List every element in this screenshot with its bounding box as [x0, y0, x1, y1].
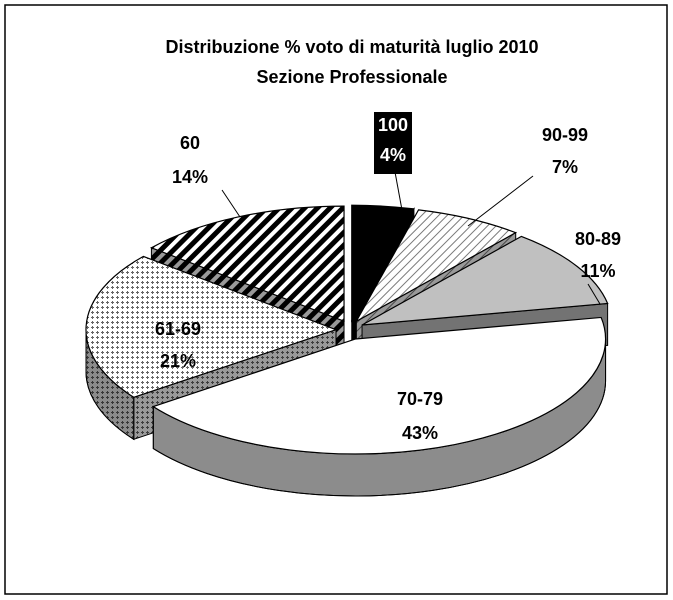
- chart-title: Distribuzione % voto di maturità luglio …: [165, 37, 538, 57]
- slice-top: [351, 204, 415, 323]
- data-label-value: 43%: [402, 423, 438, 443]
- leader-line: [467, 175, 534, 227]
- data-label-category: 100: [378, 115, 408, 135]
- leader-line: [394, 171, 403, 211]
- chart-subtitle: Sezione Professionale: [256, 67, 447, 87]
- leader-line: [221, 189, 241, 218]
- data-label-value: 14%: [172, 167, 208, 187]
- data-label-value: 21%: [160, 351, 196, 371]
- slice-top: [354, 209, 518, 323]
- data-label-value: 11%: [580, 261, 615, 281]
- slice-top: [361, 235, 609, 326]
- data-label-category: 70-79: [397, 389, 443, 409]
- slice-top: [151, 316, 607, 455]
- data-label-category: 60: [180, 133, 200, 153]
- data-label-value: 4%: [380, 145, 406, 165]
- label-box: [374, 112, 412, 174]
- data-label-category: 61-69: [155, 319, 201, 339]
- data-label-value: 7%: [552, 157, 578, 177]
- data-label-category: 90-99: [542, 125, 588, 145]
- data-label-category: 80-89: [575, 229, 621, 249]
- slice: [151, 316, 607, 497]
- leader-line: [587, 283, 601, 305]
- slice-top: [85, 255, 338, 398]
- slice-top: [149, 205, 345, 323]
